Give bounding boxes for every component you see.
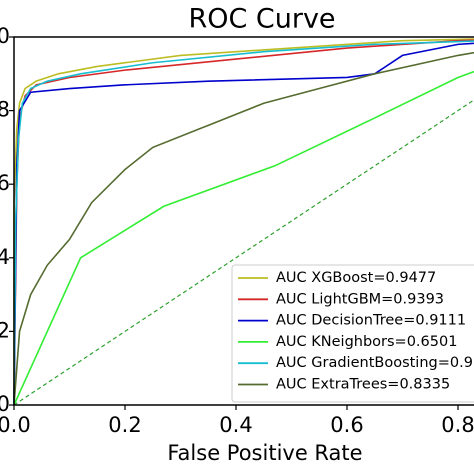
roc-curve: [13, 42, 474, 406]
legend-label: AUC ExtraTrees=0.8335: [276, 377, 450, 393]
y-tick-label: 0.2: [0, 318, 10, 342]
legend-box: [231, 264, 474, 403]
legend-label: AUC XGBoost=0.9477: [276, 270, 436, 286]
legend-label: AUC LightGBM=0.9393: [276, 291, 444, 307]
legend: AUC XGBoost=0.9477 AUC LightGBM=0.9393 AUC…: [231, 264, 474, 403]
roc-curve: [13, 70, 474, 406]
legend-label: AUC GradientBoosting=0.9: [276, 355, 473, 371]
x-tick-label: 0.2: [108, 413, 141, 437]
y-tick-label: 0.0: [0, 392, 10, 416]
legend-label: AUC KNeighbors=0.6501: [276, 334, 457, 350]
y-tick-label: 0.4: [0, 245, 10, 269]
y-tick-label: 0.6: [0, 171, 10, 195]
x-tick-label: 0.8: [441, 413, 474, 437]
y-tick-label: 0.8: [0, 98, 10, 122]
roc-curve: [13, 40, 474, 406]
plot-frame: [13, 36, 474, 406]
x-tick-label: 0.6: [330, 413, 363, 437]
x-tick-label: 0.4: [219, 413, 252, 437]
x-axis-label: False Positive Rate: [167, 441, 362, 465]
legend-label: AUC DecisionTree=0.9111: [276, 313, 466, 329]
y-tick-label: 1.0: [0, 24, 10, 48]
chart-title: ROC Curve: [188, 4, 335, 35]
roc-curve: [13, 38, 474, 405]
reference-diagonal: [13, 99, 474, 406]
roc-curve: [13, 51, 474, 406]
x-tick-label: 0.0: [0, 413, 31, 437]
